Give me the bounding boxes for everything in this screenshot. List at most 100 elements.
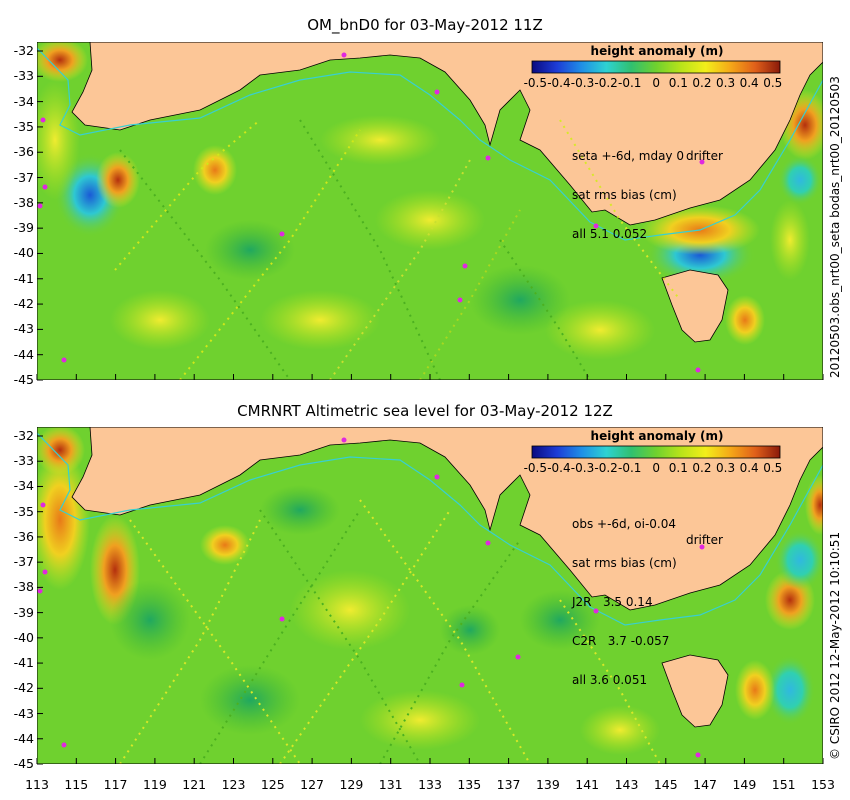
y-tick-label: -44: [13, 730, 34, 746]
colorbar-tick-label: -0.2: [594, 76, 618, 90]
x-tick-label: 139: [535, 777, 560, 792]
panel2-stats-line: J2R 3.5 0.14: [572, 595, 653, 609]
colorbar-2: [531, 445, 781, 459]
colorbar-1-title: height anomaly (m): [590, 44, 724, 58]
colorbar-1: [531, 60, 781, 74]
coastline-tasmania: [661, 654, 729, 728]
x-tick-label: 137: [496, 777, 521, 792]
x-tick-label: 133: [418, 777, 442, 792]
x-tick-label: 147: [693, 777, 718, 792]
axis-tickmarks: [36, 50, 824, 765]
colorbar-tick-label: -0.1: [618, 76, 642, 90]
x-tick-label: 115: [64, 777, 89, 792]
y-tick-label: -39: [13, 604, 34, 620]
anomaly-blobs: [37, 42, 823, 360]
y-tick-label: -35: [13, 503, 34, 519]
x-tick-label: 135: [457, 777, 482, 792]
x-tick-label: 113: [25, 777, 49, 792]
anomaly-blobs: [37, 427, 823, 755]
shelf-contour: [37, 432, 823, 626]
panel2-title: CMRNRT Altimetric sea level for 03-May-2…: [237, 402, 613, 420]
colorbar-tick-label: -0.5: [523, 461, 548, 475]
colorbar-tick-label: 0: [652, 461, 661, 475]
x-tick-label: 117: [103, 777, 128, 792]
y-tick-label: -32: [13, 43, 34, 58]
panel2-side-label: © CSIRO 2012 12-May-2012 10:10:51: [828, 531, 842, 760]
x-tick-label: 143: [614, 777, 639, 792]
y-tick-label: -33: [13, 453, 34, 469]
panel2-drifter-label: drifter: [686, 533, 723, 547]
colorbar-tick-label: 0.3: [716, 461, 736, 475]
colorbar-tick-label: 0.1: [668, 461, 688, 475]
y-tick-label: -40: [13, 245, 34, 261]
y-tick-label: -45: [13, 372, 34, 387]
colorbar-tick-label: 0.4: [739, 76, 759, 90]
y-tick-label: -33: [13, 68, 34, 84]
x-tick-label: 131: [378, 777, 403, 792]
x-tick-label: 125: [260, 777, 285, 792]
y-tick-label: -35: [13, 118, 34, 134]
colorbar-tick-label: -0.1: [618, 461, 642, 475]
drifter-markers: [37, 437, 705, 758]
satellite-tracks: [114, 119, 681, 380]
x-tick-label: 127: [300, 777, 325, 792]
panel1-stats-line: all 5.1 0.052: [572, 227, 648, 241]
x-tick-label: 151: [771, 777, 796, 792]
panel2-stats-line: obs +-6d, oi-0.04: [572, 517, 677, 531]
colorbar-tick-label: 0: [652, 76, 661, 90]
y-tick-label: -43: [13, 321, 34, 337]
colorbar-tick-label: -0.2: [594, 461, 618, 475]
y-tick-label: -40: [13, 629, 34, 645]
colorbar-tick-label: -0.4: [547, 76, 571, 90]
panel2-stats-line: sat rms bias (cm): [572, 556, 677, 570]
colorbar-tick-label: 0.3: [716, 76, 736, 90]
panel1-stats-line: sat rms bias (cm): [572, 188, 677, 202]
y-tick-label: -36: [13, 144, 34, 160]
panel1-title: OM_bnD0 for 03-May-2012 11Z: [307, 16, 543, 34]
panel1-drifter-label: drifter: [686, 149, 723, 163]
panel1-stats: seta +-6d, mday 0 sat rms bias (cm) all …: [572, 124, 684, 254]
y-tick-label: -41: [13, 655, 34, 671]
x-tick-label: 145: [653, 777, 678, 792]
x-tick-label: 141: [575, 777, 600, 792]
y-tick-label: -38: [13, 194, 34, 210]
y-tick-label: -42: [13, 296, 34, 312]
y-tick-label: -41: [13, 270, 34, 286]
y-tick-label: -32: [13, 428, 34, 443]
x-tick-label: 149: [732, 777, 757, 792]
panel1-stats-line: seta +-6d, mday 0: [572, 149, 684, 163]
panel1-map: [37, 42, 823, 380]
y-tick-label: -45: [13, 756, 34, 771]
satellite-tracks: [119, 499, 661, 764]
y-tick-label: -34: [13, 478, 34, 494]
colorbar-tick-label: -0.4: [547, 461, 571, 475]
y-tick-label: -43: [13, 705, 34, 721]
colorbar-tick-label: 0.4: [739, 461, 759, 475]
panel1-side-label: 20120503.obs_nrt00_seta bodas_nrt00_2012…: [828, 76, 842, 378]
colorbar-tick-label: -0.5: [523, 76, 548, 90]
colorbar-tick-label: 0.5: [763, 461, 783, 475]
colorbar-2-title: height anomaly (m): [590, 429, 724, 443]
drifter-markers: [37, 52, 705, 373]
colorbar-tick-label: -0.3: [570, 76, 595, 90]
y-tick-label: -37: [13, 169, 34, 185]
colorbar-tick-label: 0.1: [668, 76, 688, 90]
panel2-stats-line: all 3.6 0.051: [572, 673, 648, 687]
y-tick-label: -36: [13, 528, 34, 544]
x-tick-label: 153: [811, 777, 835, 792]
x-tick-label: 119: [142, 777, 167, 792]
x-tick-label: 121: [182, 777, 207, 792]
panel2-stats: obs +-6d, oi-0.04 sat rms bias (cm) J2R …: [572, 492, 677, 700]
y-tick-label: -37: [13, 554, 34, 570]
colorbar-tick-label: 0.2: [692, 461, 712, 475]
y-tick-label: -42: [13, 680, 34, 696]
panel2-stats-line: C2R 3.7 -0.057: [572, 634, 670, 648]
y-tick-label: -34: [13, 93, 34, 109]
x-tick-label: 123: [221, 777, 246, 792]
y-tick-label: -44: [13, 346, 34, 362]
shelf-contour: [37, 47, 823, 241]
coastline-tasmania: [661, 269, 729, 343]
colorbar-tick-label: 0.2: [692, 76, 712, 90]
y-tick-label: -39: [13, 220, 34, 236]
